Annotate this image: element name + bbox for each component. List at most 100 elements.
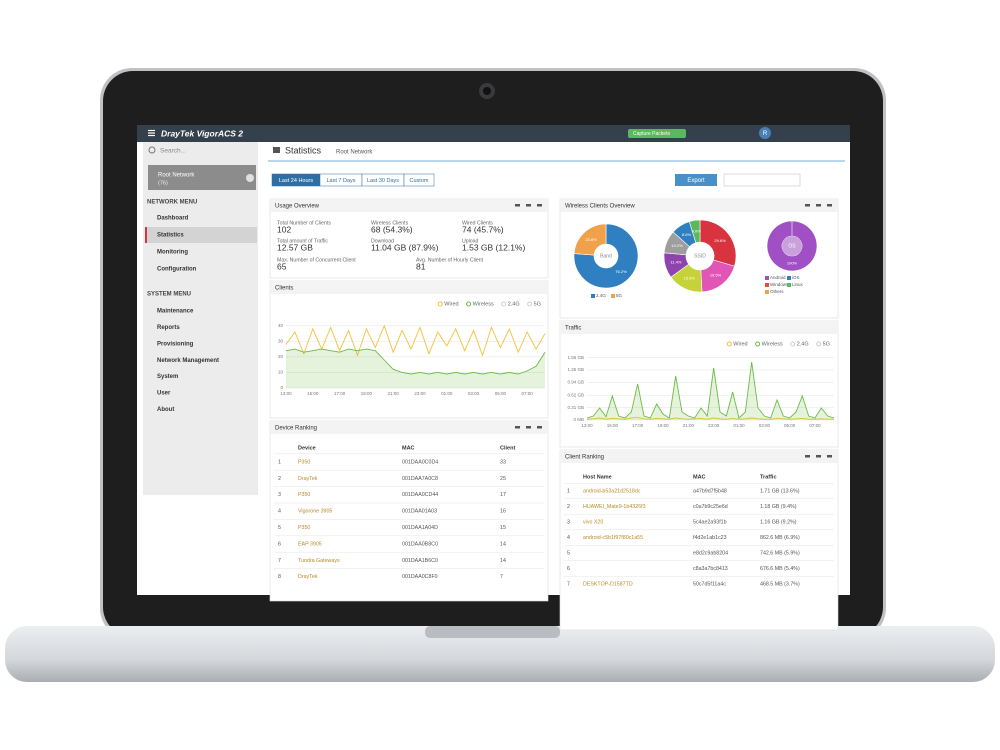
user-avatar[interactable] — [759, 127, 771, 139]
donut-center: OS — [788, 243, 796, 249]
menu-item[interactable]: Monitoring — [157, 250, 188, 256]
table-cell: android-c5b1f97f80c1a55 — [583, 535, 643, 541]
panel-control[interactable] — [526, 204, 531, 207]
panel-control[interactable] — [827, 204, 832, 207]
usage-value: 11.04 GB (87.9%) — [371, 242, 439, 252]
x-tick-label: 07:00 — [809, 423, 821, 428]
y-tick-label: 0 MB — [573, 417, 584, 422]
usage-label: Download — [371, 238, 394, 244]
usage-value: 65 — [277, 261, 287, 271]
legend-label: Others — [770, 289, 784, 294]
legend-swatch — [611, 294, 615, 298]
menu-title: NETWORK MENU — [147, 200, 197, 206]
legend-swatch — [437, 301, 443, 307]
panel-control[interactable] — [526, 426, 531, 429]
table-cell: 001DAA0B8C0 — [402, 541, 438, 547]
panel-control[interactable] — [537, 204, 542, 207]
table-cell: 3 — [278, 492, 281, 498]
table-cell: EAP 3905 — [298, 541, 322, 547]
table-cell: 6 — [278, 541, 281, 547]
legend-swatch — [726, 341, 732, 347]
table-cell: 5 — [567, 550, 570, 556]
usage-label: Max. Number of Concurrent Client — [277, 257, 356, 263]
menu-item[interactable]: About — [157, 407, 174, 413]
table-cell: 17 — [500, 492, 506, 498]
table-cell: 468.5 MB (3.7%) — [760, 581, 800, 587]
table-cell: HUAWEI_Mate9-1b4326f3 — [583, 504, 646, 510]
line-series — [285, 324, 546, 357]
laptop-base — [5, 626, 995, 682]
range-label: Custom — [410, 178, 429, 184]
panel-title: Client Ranking — [565, 455, 604, 461]
panel — [559, 449, 839, 631]
panel-control[interactable] — [805, 204, 810, 207]
capture-button[interactable] — [628, 129, 686, 138]
legend-label: Windows — [770, 282, 789, 287]
menu-item[interactable]: Provisioning — [157, 341, 194, 347]
menu-active-bar — [145, 227, 147, 243]
table-cell: 2 — [278, 476, 281, 482]
table-cell: DrayTek — [298, 476, 318, 482]
table-cell: vivo X20 — [583, 519, 603, 525]
panel — [269, 420, 549, 602]
panel-control[interactable] — [537, 426, 542, 429]
legend-label: 5G — [616, 293, 623, 298]
menu-item[interactable]: Configuration — [157, 267, 197, 273]
segment-label: 15.9% — [684, 276, 696, 281]
panel-control[interactable] — [816, 204, 821, 207]
segment-label: 29.6% — [714, 238, 726, 243]
export-button[interactable] — [675, 174, 717, 186]
table-header: Device — [298, 445, 316, 451]
x-tick-label: 01:00 — [733, 423, 745, 428]
menu-item[interactable]: Statistics — [157, 233, 184, 239]
legend-label: 2.4G — [797, 341, 809, 347]
page-title: Statistics — [285, 145, 322, 155]
segment-label: 11.4% — [670, 260, 681, 265]
panel-header — [270, 421, 548, 434]
menu-item[interactable]: Dashboard — [157, 216, 189, 222]
panel-control[interactable] — [515, 426, 520, 429]
range-label: Last 7 Days — [326, 178, 355, 184]
table-header: Client — [500, 445, 515, 451]
x-tick-label: 03:00 — [468, 391, 480, 396]
usage-label: Wired Clients — [462, 220, 493, 226]
panel-control[interactable] — [805, 455, 810, 458]
panel-header — [560, 321, 838, 334]
usage-label: Avg. Number of Hourly Client — [416, 257, 484, 263]
y-tick-label: 1.56 GB — [567, 355, 584, 360]
usage-value: 12.57 GB — [277, 242, 313, 252]
x-tick-label: 07:00 — [522, 391, 534, 396]
select-box[interactable] — [723, 173, 801, 187]
panel-control[interactable] — [515, 204, 520, 207]
range-button[interactable] — [403, 173, 435, 187]
search: Search... — [160, 148, 186, 155]
menu-item[interactable]: User — [157, 391, 171, 397]
table-cell: 001DAA01A03 — [402, 509, 437, 515]
area — [286, 349, 545, 388]
table-cell: 5c4ae2a93f1b — [693, 519, 727, 525]
legend-swatch — [765, 290, 769, 294]
network-toggle[interactable] — [246, 174, 254, 182]
top-bar — [137, 125, 850, 142]
export-label: Export — [687, 178, 705, 184]
legend-swatch — [787, 283, 791, 287]
panel-control[interactable] — [816, 455, 821, 458]
table-cell: 001DAA1A04D — [402, 525, 438, 531]
legend-label: iOS — [792, 275, 800, 280]
panel-control[interactable] — [827, 455, 832, 458]
table-cell: 7 — [567, 581, 570, 587]
network-box[interactable] — [148, 165, 256, 190]
capture-label: Capture Packets — [633, 131, 670, 137]
legend-swatch — [466, 301, 472, 307]
menu-item[interactable]: Maintenance — [157, 309, 194, 315]
legend-label: Wired — [733, 341, 747, 347]
panel-header — [270, 199, 548, 212]
usage-value: 68 (54.3%) — [371, 224, 413, 234]
menu-item[interactable]: System — [157, 374, 178, 380]
legend-label: Android — [770, 275, 786, 280]
segment-label: 100% — [787, 261, 798, 266]
table-cell: 001DAA0CD44 — [402, 492, 438, 498]
menu-item[interactable]: Reports — [157, 325, 180, 331]
menu-item[interactable]: Network Management — [157, 358, 219, 364]
